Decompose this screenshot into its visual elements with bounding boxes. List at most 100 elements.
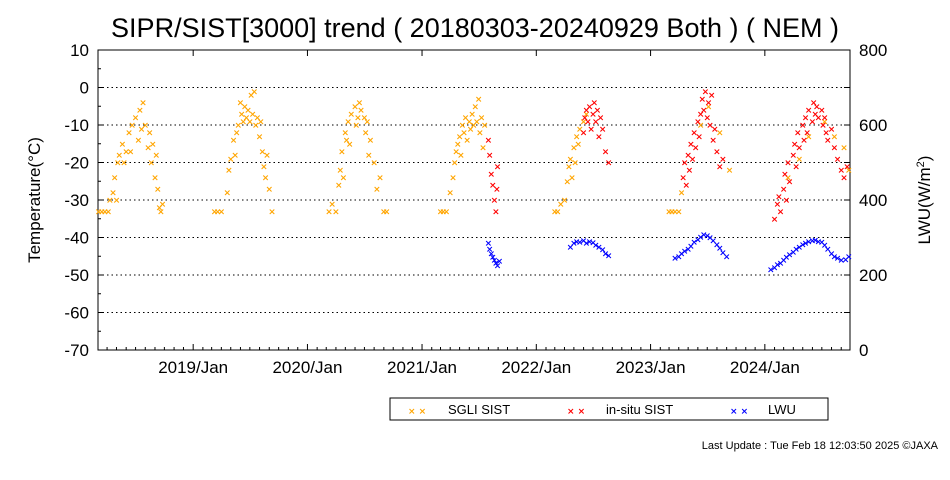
data-point: ×	[675, 207, 683, 217]
data-point: ×	[802, 239, 810, 249]
data-point: ×	[460, 129, 468, 139]
data-point: ×	[106, 196, 114, 206]
y2-axis-title: LWU(W/m2)	[915, 156, 934, 245]
data-point: ×	[554, 207, 562, 217]
data-point: ×	[809, 117, 817, 127]
data-point: ×	[837, 166, 845, 176]
y-tick-label: -30	[64, 191, 89, 210]
data-point: ×	[446, 189, 454, 199]
data-point: ×	[224, 189, 232, 199]
data-point: ×	[146, 129, 154, 139]
data-point: ×	[689, 155, 697, 165]
data-point: ×	[692, 144, 700, 154]
data-point: ×	[805, 106, 813, 116]
data-point: ×	[570, 144, 578, 154]
data-point: ×	[605, 252, 613, 262]
data-point: ×	[263, 151, 271, 161]
data-point: ×	[719, 249, 727, 259]
data-point: ×	[840, 144, 848, 154]
data-point: ×	[122, 147, 130, 157]
data-point: ×	[587, 125, 595, 135]
data-point: ×	[703, 232, 711, 242]
data-point: ×	[702, 87, 710, 97]
data-point: ×	[487, 249, 495, 259]
legend-label: LWU	[768, 402, 796, 417]
data-point: ×	[211, 207, 219, 217]
data-point: ×	[687, 242, 695, 252]
data-point: ×	[713, 147, 721, 157]
data-point: ×	[462, 114, 470, 124]
data-point: ×	[492, 259, 500, 269]
data-point: ×	[695, 132, 703, 142]
data-point: ×	[157, 207, 165, 217]
data-point: ×	[489, 253, 497, 263]
data-point: ×	[496, 257, 504, 267]
data-point: ×	[138, 125, 146, 135]
series-in-situ-sist: ××××××××××××××××××××××××××××××××××××××××…	[485, 87, 851, 225]
last-update-text: Last Update : Tue Feb 18 12:03:50 2025 ©…	[702, 440, 939, 452]
data-point: ×	[802, 114, 810, 124]
data-point: ×	[726, 166, 734, 176]
data-point: ×	[580, 237, 588, 247]
data-point: ×	[828, 249, 836, 259]
data-point: ×	[257, 117, 265, 127]
data-point: ×	[337, 166, 345, 176]
data-point: ×	[230, 136, 238, 146]
data-point: ×	[486, 151, 494, 161]
data-point: ×	[370, 159, 378, 169]
data-point: ×	[716, 162, 724, 172]
data-point: ×	[706, 121, 714, 131]
data-point: ×	[694, 235, 702, 245]
data-point: ×	[109, 189, 117, 199]
data-point: ×	[116, 151, 124, 161]
y-tick-label: -40	[64, 229, 89, 248]
data-point: ×	[567, 155, 575, 165]
data-point: ×	[700, 231, 708, 241]
data-point: ×	[132, 114, 140, 124]
y-axis-title: Temperature(°C)	[25, 137, 44, 263]
data-point: ×	[805, 237, 813, 247]
data-point: ×	[454, 140, 462, 150]
data-point: ×	[214, 207, 222, 217]
data-point: ×	[786, 177, 794, 187]
y-tick-label: -70	[64, 341, 89, 360]
data-point: ×	[356, 99, 364, 109]
data-point: ×	[357, 106, 365, 116]
data-point: ×	[491, 256, 499, 266]
data-point: ×	[151, 174, 159, 184]
data-point: ×	[796, 155, 804, 165]
data-point: ×	[452, 147, 460, 157]
data-point: ×	[800, 136, 808, 146]
data-point: ×	[708, 91, 716, 101]
data-point: ×	[365, 151, 373, 161]
data-point: ×	[705, 99, 713, 109]
data-point: ×	[709, 136, 717, 146]
data-point: ×	[247, 91, 255, 101]
data-point: ×	[353, 121, 361, 131]
y2-tick-label: 0	[859, 341, 868, 360]
data-point: ×	[128, 121, 136, 131]
data-point: ×	[831, 144, 839, 154]
data-point: ×	[147, 159, 155, 169]
legend-box	[389, 397, 829, 421]
data-point: ×	[678, 189, 686, 199]
data-point: ×	[831, 252, 839, 262]
data-point: ×	[767, 265, 775, 275]
y2-tick-label: 800	[859, 41, 887, 60]
data-point: ×	[810, 99, 818, 109]
data-point: ×	[156, 204, 164, 214]
data-point: ×	[111, 174, 119, 184]
data-point: ×	[573, 132, 581, 142]
data-point: ×	[343, 136, 351, 146]
data-point: ×	[796, 243, 804, 253]
data-point: ×	[101, 207, 109, 217]
data-point: ×	[328, 200, 336, 210]
data-point: ×	[828, 125, 836, 135]
data-point: ×	[815, 237, 823, 247]
data-point: ×	[703, 114, 711, 124]
data-point: ×	[671, 207, 679, 217]
data-point: ×	[152, 151, 160, 161]
legend-label: in-situ SIST	[606, 402, 673, 417]
data-point: ×	[799, 121, 807, 131]
data-point: ×	[493, 185, 501, 195]
